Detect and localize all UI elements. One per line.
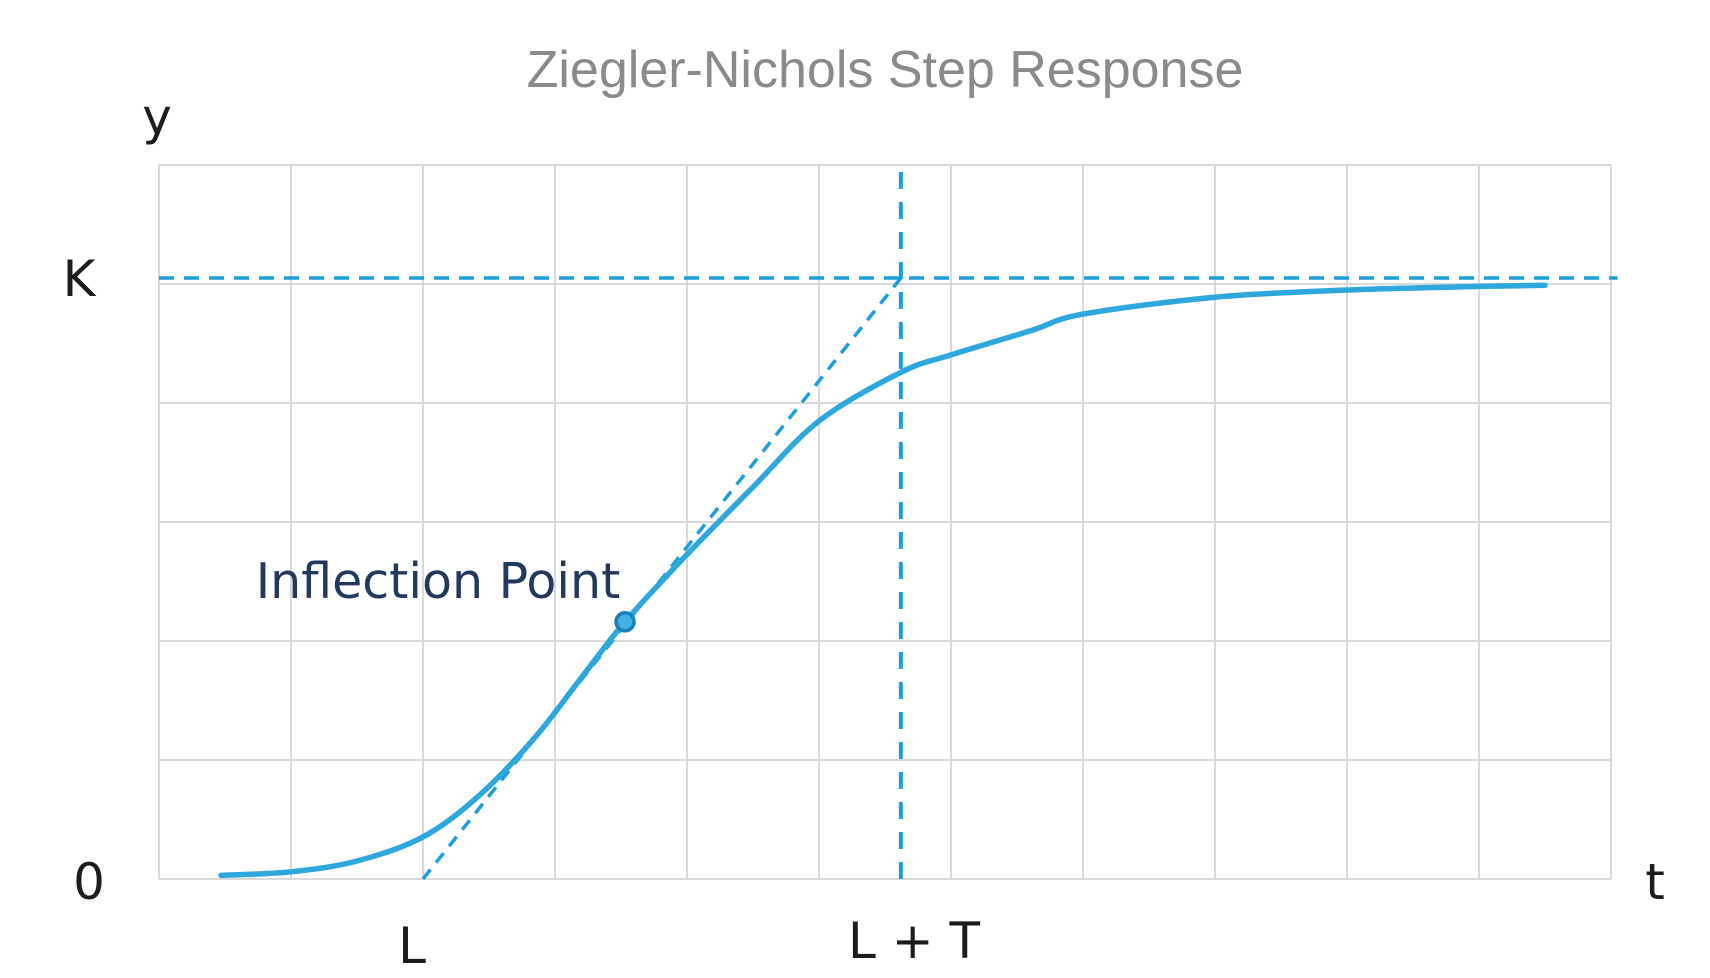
l-tick-label: L (398, 917, 426, 975)
y-axis-label: y (142, 88, 172, 146)
inflection-point-marker (614, 611, 636, 633)
k-tick-label: K (63, 250, 97, 308)
grid-lines (158, 164, 1612, 880)
step-response-curve (218, 282, 1548, 879)
zero-tick-label: 0 (73, 853, 105, 911)
t-axis-label: t (1645, 853, 1665, 911)
l-plus-t-tick-label: L + T (848, 912, 981, 970)
inflection-point-label: Inflection Point (256, 553, 621, 610)
chart-title: Ziegler-Nichols Step Response (527, 41, 1244, 99)
